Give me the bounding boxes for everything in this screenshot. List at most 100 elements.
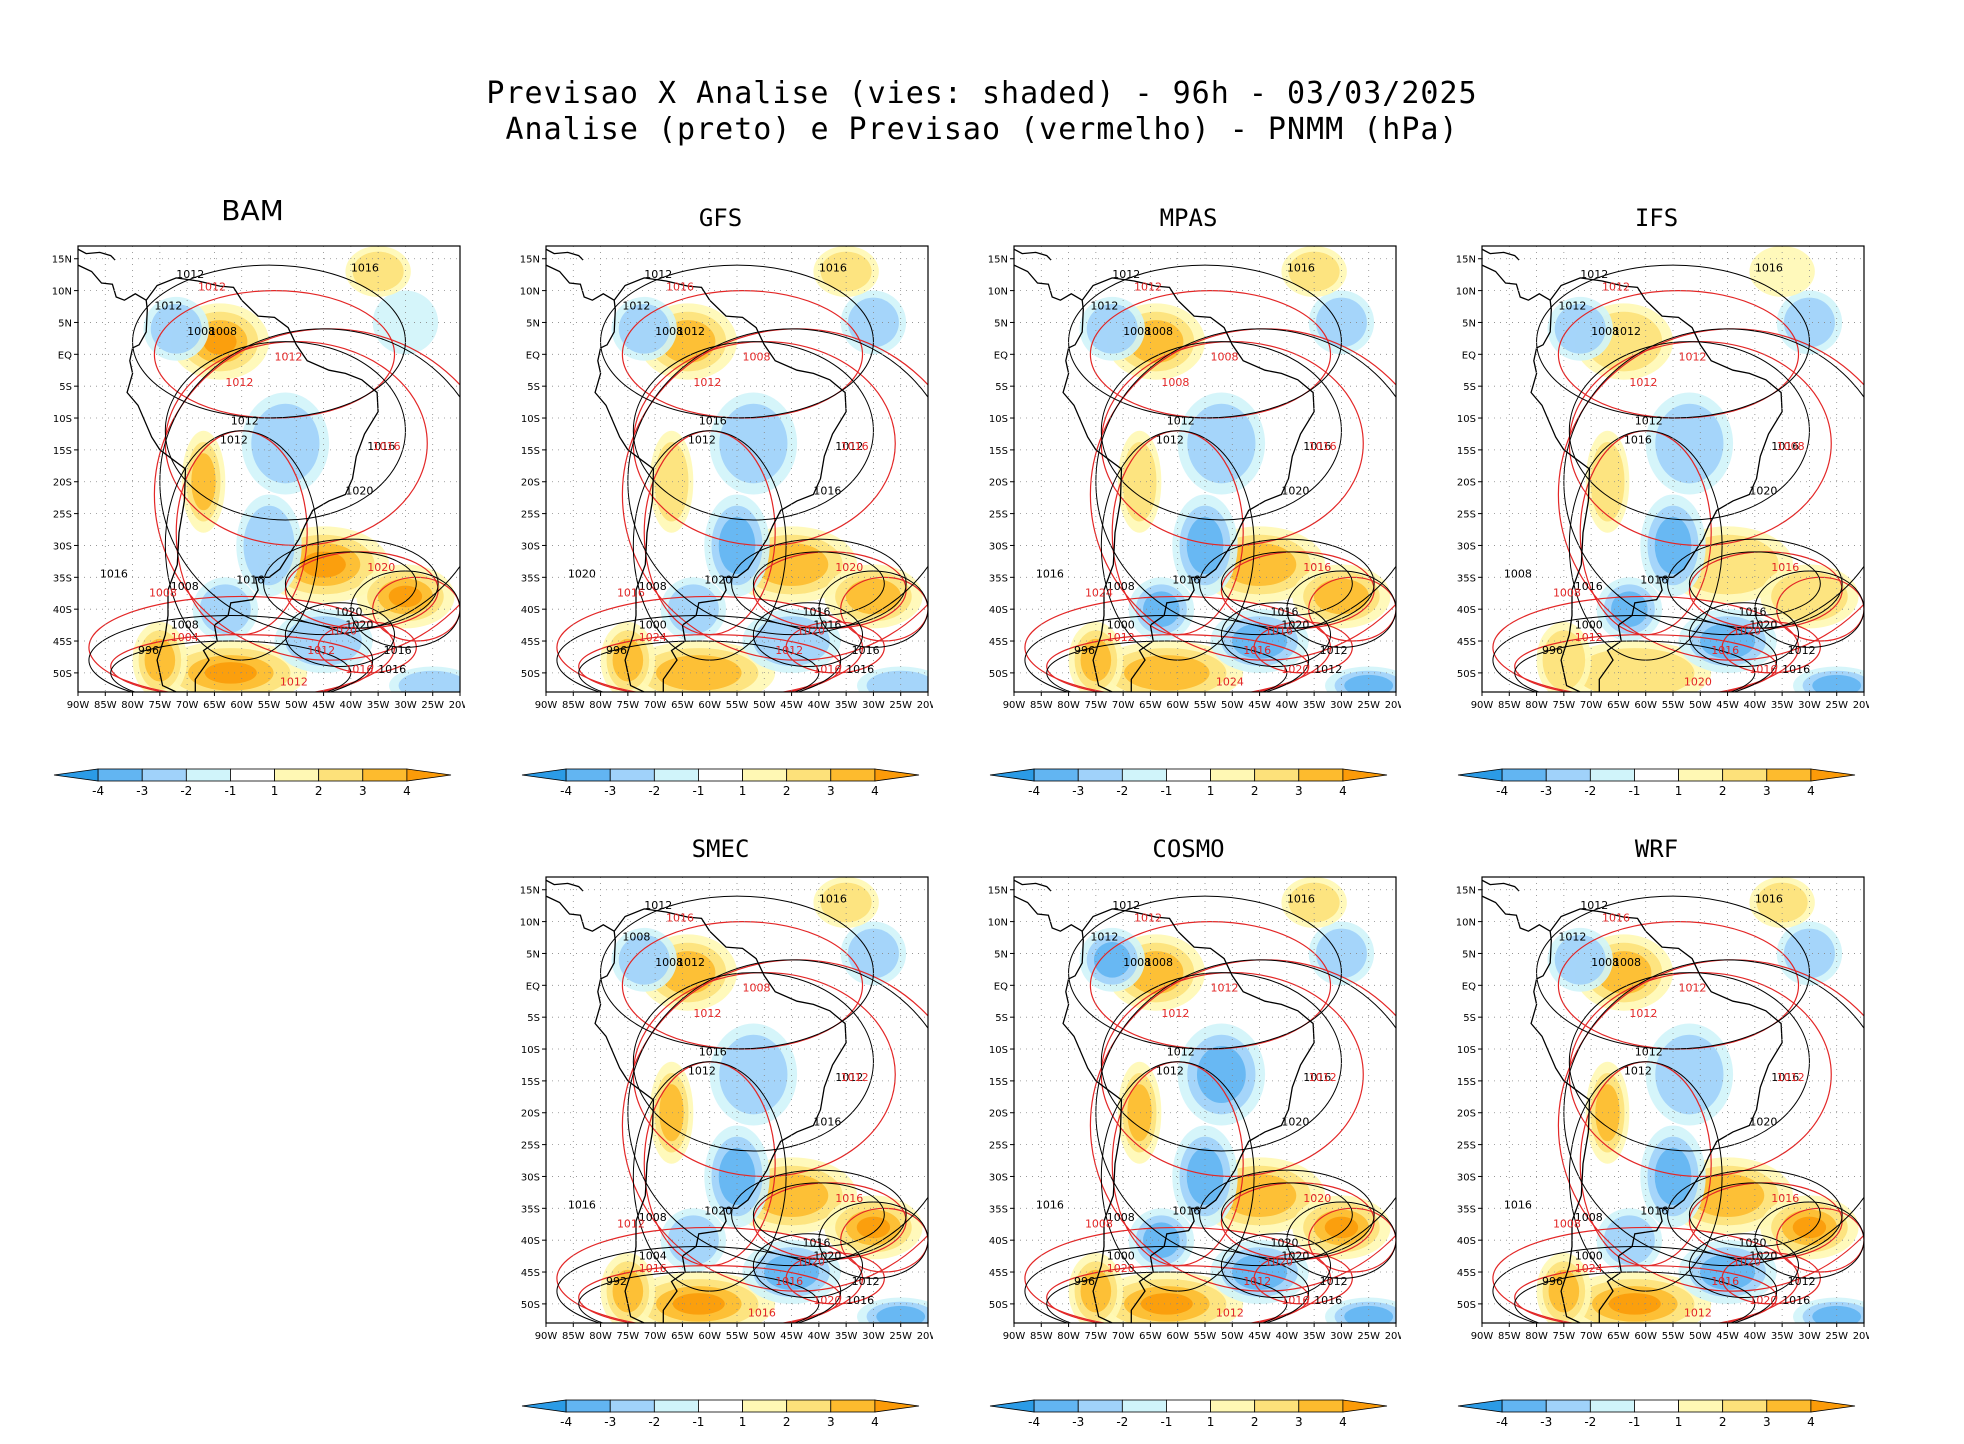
- lat-tick-label: 35S: [1457, 1204, 1476, 1215]
- lon-tick-label: 40W: [340, 700, 363, 711]
- analysis-isobar: [1568, 972, 1810, 1152]
- colorbar-cosmo: -4 -3 -2 -1 1 2 3 4: [976, 1388, 1401, 1444]
- analysis-isobar-label: 1012: [1112, 899, 1140, 912]
- colorbar-tick-label: 4: [871, 1415, 879, 1429]
- analysis-isobar-label: 1016: [378, 663, 406, 676]
- map-panel-gfs: 1012 1016 1012 1008 1012 1016 1012 1012 1016 1020…: [508, 242, 933, 726]
- lat-tick-label: 50S: [1457, 1300, 1476, 1311]
- forecast-isobar-label: 1020: [797, 625, 825, 638]
- lon-tick-label: 50W: [1689, 700, 1712, 711]
- forecast-isobar-label: 1012: [841, 1071, 869, 1084]
- lat-tick-label: 40S: [521, 605, 540, 616]
- lon-tick-label: 20W: [1385, 700, 1401, 711]
- colorbar-tick-label: 1: [739, 784, 747, 798]
- analysis-isobar-label: 1008: [1575, 1211, 1603, 1224]
- lon-tick-label: 70W: [1112, 700, 1135, 711]
- forecast-isobar-label: 1008: [1210, 351, 1238, 364]
- lat-tick-label: 5S: [59, 382, 72, 393]
- lon-tick-label: 50W: [1221, 1331, 1244, 1342]
- cold-bias-area: [1186, 516, 1224, 574]
- colorbar-tick-label: -2: [648, 784, 660, 798]
- lon-tick-label: 30W: [1330, 1331, 1353, 1342]
- lon-tick-label: 70W: [1112, 1331, 1135, 1342]
- lat-tick-label: 35S: [989, 573, 1008, 584]
- analysis-isobar-label: 1008: [1145, 956, 1173, 969]
- lon-tick-label: 85W: [562, 700, 585, 711]
- analysis-isobar-label: 1012: [1624, 1065, 1652, 1078]
- colorbar-wrf: -4 -3 -2 -1 1 2 3 4: [1444, 1388, 1869, 1444]
- analysis-isobar: [752, 1182, 885, 1248]
- analysis-isobar: [752, 1233, 864, 1299]
- analysis-isobar-label: 1008: [1107, 580, 1135, 593]
- colorbar-svg: -4 -3 -2 -1 1 2 3 4: [989, 768, 1388, 798]
- colorbar-tick-label: 3: [827, 784, 835, 798]
- lon-tick-label: 40W: [1276, 700, 1299, 711]
- central-america-coastline: [1482, 879, 1520, 892]
- south-america-coastline: [1062, 277, 1315, 692]
- colorbar-box: [1766, 1399, 1812, 1413]
- analysis-isobar: [731, 1169, 907, 1260]
- lat-tick-label: EQ: [994, 981, 1008, 992]
- lon-tick-label: 35W: [835, 700, 858, 711]
- lat-tick-label: 5S: [1463, 1013, 1476, 1024]
- warm-bias-area: [1122, 441, 1157, 522]
- cold-bias-area: [866, 670, 928, 692]
- analysis-isobar: [132, 264, 406, 419]
- analysis-isobar-label: 1016: [1303, 440, 1331, 453]
- colorbar-tick-label: -2: [180, 784, 192, 798]
- forecast-isobar-label: 1012: [617, 1217, 645, 1230]
- colorbar-box: [1121, 768, 1167, 782]
- colorbar-box: [1254, 768, 1300, 782]
- lon-tick-label: 40W: [1276, 1331, 1299, 1342]
- warm-bias-area: [1288, 251, 1340, 292]
- analysis-isobar-label: 1020: [1281, 1115, 1309, 1128]
- lat-tick-label: 5S: [527, 382, 540, 393]
- colorbar-arrow-high: [874, 1399, 920, 1413]
- colorbar-box: [1766, 768, 1812, 782]
- colorbar-tick-label: -3: [136, 784, 148, 798]
- lat-tick-label: 15N: [1456, 255, 1476, 266]
- lat-tick-label: 5N: [1462, 949, 1476, 960]
- forecast-isobar-label: 1008: [1553, 1217, 1581, 1230]
- panel-title-smec: SMEC: [691, 835, 750, 863]
- warm-bias-area: [1608, 1293, 1661, 1315]
- panel-title-gfs: GFS: [698, 204, 743, 232]
- analysis-isobar: [1667, 1169, 1843, 1260]
- colorbar-tick-label: 1: [1675, 1415, 1683, 1429]
- analysis-isobar-label: 1012: [1788, 644, 1816, 657]
- forecast-isobar-label: 1024: [1216, 676, 1244, 689]
- lat-tick-label: 30S: [53, 541, 72, 552]
- lon-tick-label: 20W: [917, 700, 933, 711]
- analysis-isobar-label: 1008: [655, 325, 683, 338]
- lon-tick-label: 75W: [1553, 700, 1576, 711]
- colorbar-tick-label: 2: [783, 784, 791, 798]
- forecast-isobar-label: 1012: [775, 644, 803, 657]
- forecast-isobar-label: 1016: [617, 586, 645, 599]
- analysis-isobar-label: 996: [138, 644, 159, 657]
- colorbar-tick-label: 2: [1251, 784, 1259, 798]
- cold-bias-area: [1654, 516, 1692, 574]
- forecast-isobar: [1024, 595, 1332, 692]
- lon-tick-label: 70W: [644, 700, 667, 711]
- lon-tick-label: 80W: [589, 1331, 612, 1342]
- lat-tick-label: 5N: [526, 318, 540, 329]
- forecast-isobar: [556, 1226, 864, 1323]
- lon-tick-label: 70W: [1580, 700, 1603, 711]
- analysis-isobar-label: 1012: [1112, 268, 1140, 281]
- analysis-isobar: [1100, 341, 1342, 521]
- analysis-isobar-label: 1012: [677, 325, 705, 338]
- analysis-isobar: [1568, 341, 1810, 521]
- colorbar-tick-label: -3: [1540, 1415, 1552, 1429]
- analysis-isobar: [1095, 328, 1396, 636]
- lon-tick-label: 65W: [1139, 700, 1162, 711]
- lon-tick-label: 90W: [535, 700, 558, 711]
- warm-bias-area: [1313, 578, 1369, 615]
- analysis-isobar-label: 1016: [802, 1237, 830, 1250]
- lat-tick-label: 5S: [995, 1013, 1008, 1024]
- lon-tick-label: 80W: [1057, 700, 1080, 711]
- forecast-isobar-label: 1016: [748, 1307, 776, 1320]
- forecast-isobar-label: 1020: [329, 625, 357, 638]
- lat-tick-label: EQ: [58, 350, 72, 361]
